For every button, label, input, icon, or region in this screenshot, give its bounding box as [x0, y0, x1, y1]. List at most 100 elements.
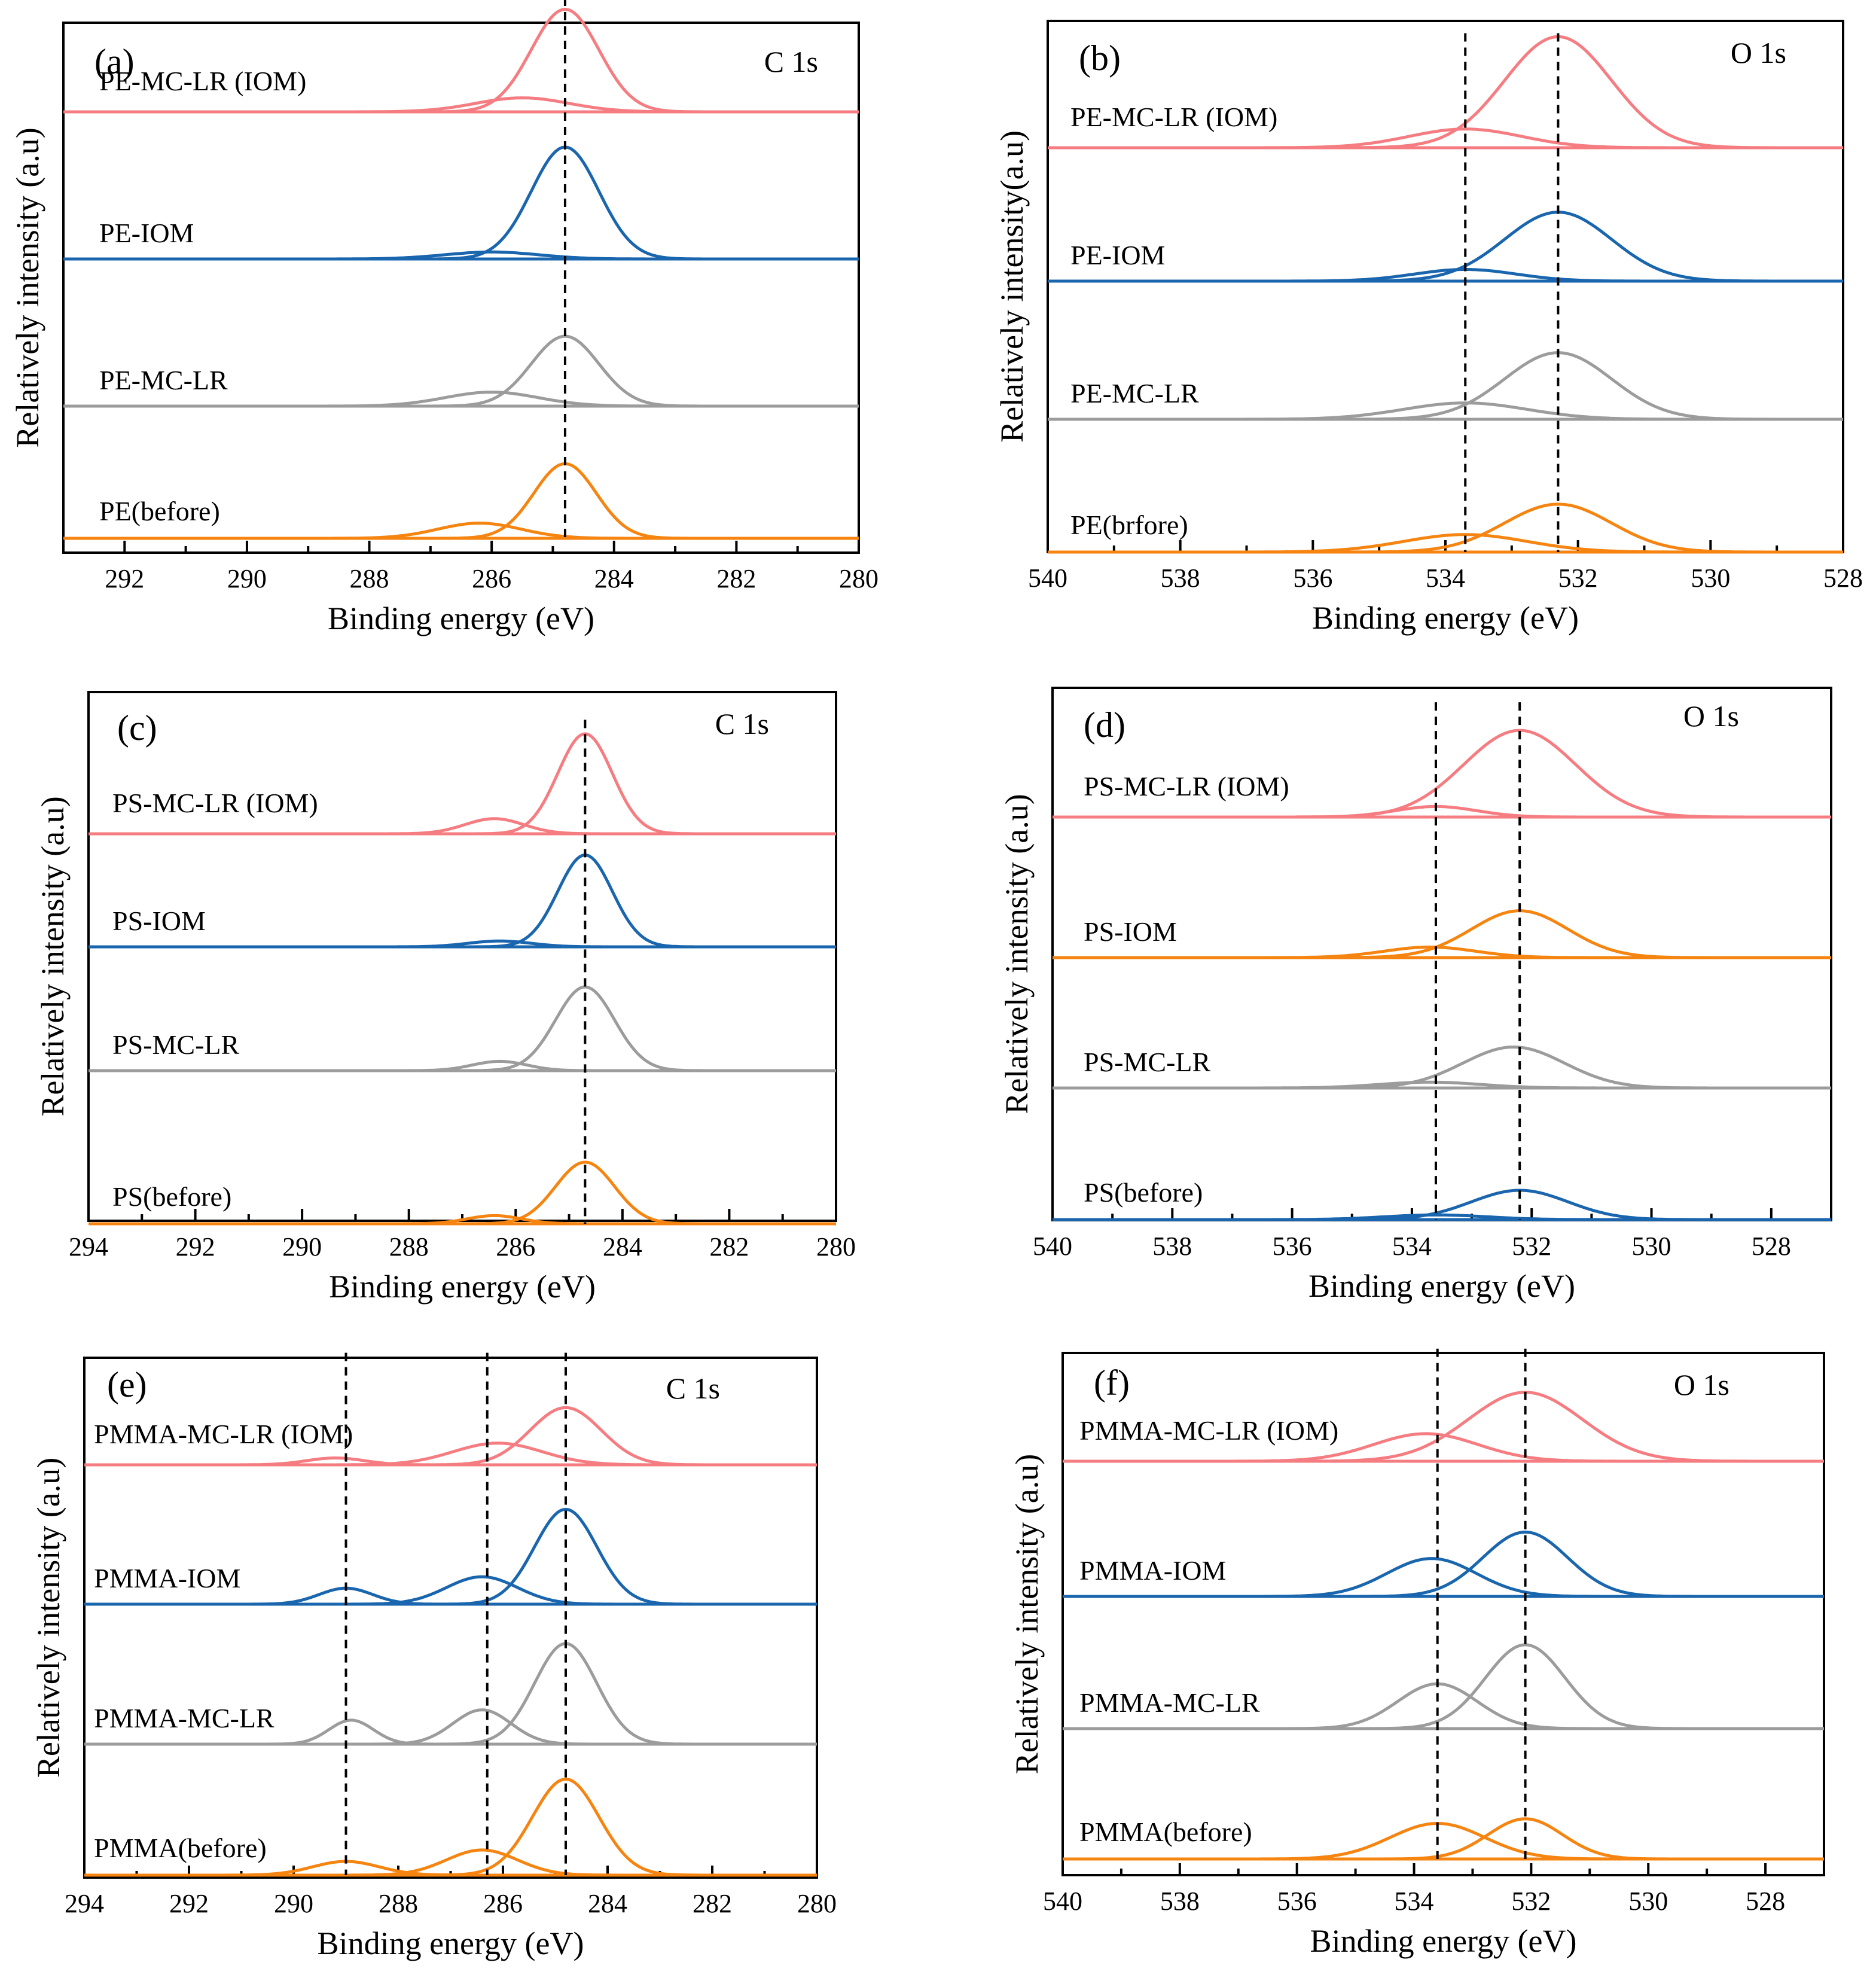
panel-b: 540 538 536 534 532 530 528 Binding energy (eV)…: [994, 20, 1863, 636]
peak-component: [89, 732, 836, 836]
panel-f: 540 538 536 534 532 530 528 Binding energy (eV)…: [1009, 1348, 1825, 1959]
plot-frame: [1047, 20, 1844, 553]
core-level-label: O 1s: [1731, 36, 1786, 69]
series-PE-IOM: PE-IOM: [63, 145, 859, 261]
x-tick-label: 292: [169, 1889, 209, 1918]
core-level-label: O 1s: [1683, 699, 1739, 733]
series-label: PE-MC-LR (IOM): [99, 66, 306, 96]
x-tick-label: 540: [1033, 1232, 1072, 1261]
x-axis-title: Binding energy (eV): [1312, 600, 1579, 636]
panel-d: 540 538 536 534 532 530 528 Binding energy (eV)…: [999, 687, 1832, 1304]
x-tick-label: 286: [472, 564, 511, 593]
x-tick-label: 538: [1152, 1232, 1192, 1261]
x-tick-label: 294: [69, 1232, 108, 1261]
x-axis-title: Binding energy (eV): [328, 601, 594, 636]
series-label: PMMA-MC-LR (IOM): [1079, 1415, 1338, 1446]
series-PE-MC-LR (IOM): PE-MC-LR (IOM): [1048, 35, 1843, 150]
series-PS(before): PS(before): [89, 1160, 836, 1226]
series-label: PS-IOM: [112, 906, 206, 936]
x-tick-label: 280: [797, 1889, 837, 1918]
series-PS-IOM: PS-IOM: [1053, 909, 1831, 959]
plot-frame: [87, 691, 837, 1222]
series-label: PE-MC-LR: [99, 365, 228, 395]
series-PE-MC-LR: PE-MC-LR: [1048, 351, 1843, 421]
x-tick-label: 528: [1752, 1232, 1791, 1261]
x-tick-label: 534: [1392, 1232, 1432, 1261]
plot-frame: [62, 22, 860, 554]
series-label: PS(before): [1084, 1177, 1203, 1208]
x-tick-label: 530: [1632, 1232, 1671, 1261]
panel-e: 294 292 290 288 286 284 282 280 Binding energy (…: [30, 1352, 837, 1961]
series-label: PE(before): [99, 496, 220, 526]
y-axis-title: Relatively intensity (a.u): [1009, 1454, 1045, 1774]
series-PMMA-MC-LR: PMMA-MC-LR: [1063, 1643, 1824, 1730]
x-tick-label: 532: [1511, 1887, 1551, 1916]
x-tick-label: 530: [1628, 1887, 1668, 1916]
core-level-label: C 1s: [666, 1372, 720, 1405]
series-label: PMMA-IOM: [94, 1563, 240, 1593]
series-PMMA-MC-LR (IOM): PMMA-MC-LR (IOM): [84, 1406, 817, 1467]
plot-frame: [1051, 687, 1832, 1221]
x-tick-label: 532: [1558, 563, 1598, 593]
series-PS-MC-LR (IOM): PS-MC-LR (IOM): [89, 732, 836, 836]
core-level-label: O 1s: [1674, 1368, 1729, 1401]
x-tick-label: 528: [1746, 1887, 1785, 1916]
series-PE-IOM: PE-IOM: [1048, 211, 1843, 283]
x-tick-label: 538: [1160, 1887, 1200, 1916]
core-level-label: C 1s: [764, 45, 818, 78]
x-tick-label: 284: [588, 1889, 627, 1918]
series-label: PMMA-MC-LR: [94, 1703, 274, 1733]
panel-a: 292 290 288 286 284 282 280 Binding energy (eV)…: [10, 0, 878, 636]
panel-label: (a): [94, 42, 135, 81]
x-tick-label: 536: [1293, 563, 1332, 593]
x-axis-title: Binding energy (eV): [318, 1925, 584, 1961]
panel-label: (d): [1084, 705, 1125, 745]
x-tick-label: 280: [816, 1232, 856, 1261]
x-tick-label: 288: [350, 564, 389, 593]
series-PE(brfore): PE(brfore): [1048, 502, 1843, 554]
x-tick-label: 540: [1028, 563, 1067, 593]
x-tick-label: 292: [105, 564, 144, 593]
series-label: PE-IOM: [99, 218, 194, 248]
series-label: PMMA-MC-LR (IOM): [94, 1419, 353, 1449]
series-PE-MC-LR (IOM): PE-MC-LR (IOM): [63, 8, 859, 114]
x-tick-label: 530: [1691, 563, 1730, 593]
panel-label: (c): [117, 708, 157, 748]
x-tick-label: 538: [1161, 563, 1200, 593]
series-PMMA(before): PMMA(before): [84, 1777, 817, 1877]
series-PS-MC-LR: PS-MC-LR: [1053, 1046, 1831, 1090]
series-PS-IOM: PS-IOM: [89, 853, 836, 949]
series-label: PMMA(before): [1079, 1817, 1252, 1847]
series-label: PE(brfore): [1070, 510, 1188, 540]
x-tick-label: 294: [65, 1889, 104, 1918]
series-label: PE-MC-LR (IOM): [1070, 102, 1277, 132]
x-tick-label: 282: [709, 1232, 749, 1261]
series-label: PE-MC-LR: [1070, 378, 1199, 409]
y-axis-title: Relatively intensity (a.u): [10, 127, 45, 447]
x-tick-label: 282: [716, 564, 756, 593]
panel-label: (e): [107, 1365, 147, 1404]
series-PE-MC-LR: PE-MC-LR: [63, 334, 859, 408]
series-label: PS-MC-LR: [112, 1029, 239, 1060]
series-label: PE-IOM: [1070, 240, 1165, 270]
series-PE(before): PE(before): [63, 462, 859, 540]
series-label: PMMA-IOM: [1079, 1555, 1226, 1586]
series-label: PS-MC-LR: [1084, 1047, 1210, 1077]
x-axis-title: Binding energy (eV): [1310, 1923, 1577, 1959]
series-PS(before): PS(before): [1053, 1177, 1831, 1221]
series-label: PS-IOM: [1084, 916, 1177, 947]
series-PMMA-IOM: PMMA-IOM: [1063, 1530, 1824, 1598]
series-PS-MC-LR: PS-MC-LR: [89, 985, 836, 1072]
x-tick-label: 288: [389, 1232, 429, 1261]
x-tick-label: 290: [274, 1889, 313, 1918]
x-tick-label: 290: [227, 564, 267, 593]
x-tick-label: 280: [839, 564, 878, 593]
y-axis-title: Relatively intensity (a.u): [30, 1458, 66, 1778]
x-tick-label: 290: [282, 1232, 322, 1261]
x-tick-label: 540: [1043, 1887, 1082, 1916]
y-axis-title: Relatively intensity (a.u): [35, 796, 71, 1116]
x-tick-label: 288: [379, 1889, 418, 1918]
series-label: PMMA-MC-LR: [1079, 1687, 1260, 1718]
x-tick-label: 536: [1277, 1887, 1317, 1916]
x-tick-label: 286: [496, 1232, 535, 1261]
